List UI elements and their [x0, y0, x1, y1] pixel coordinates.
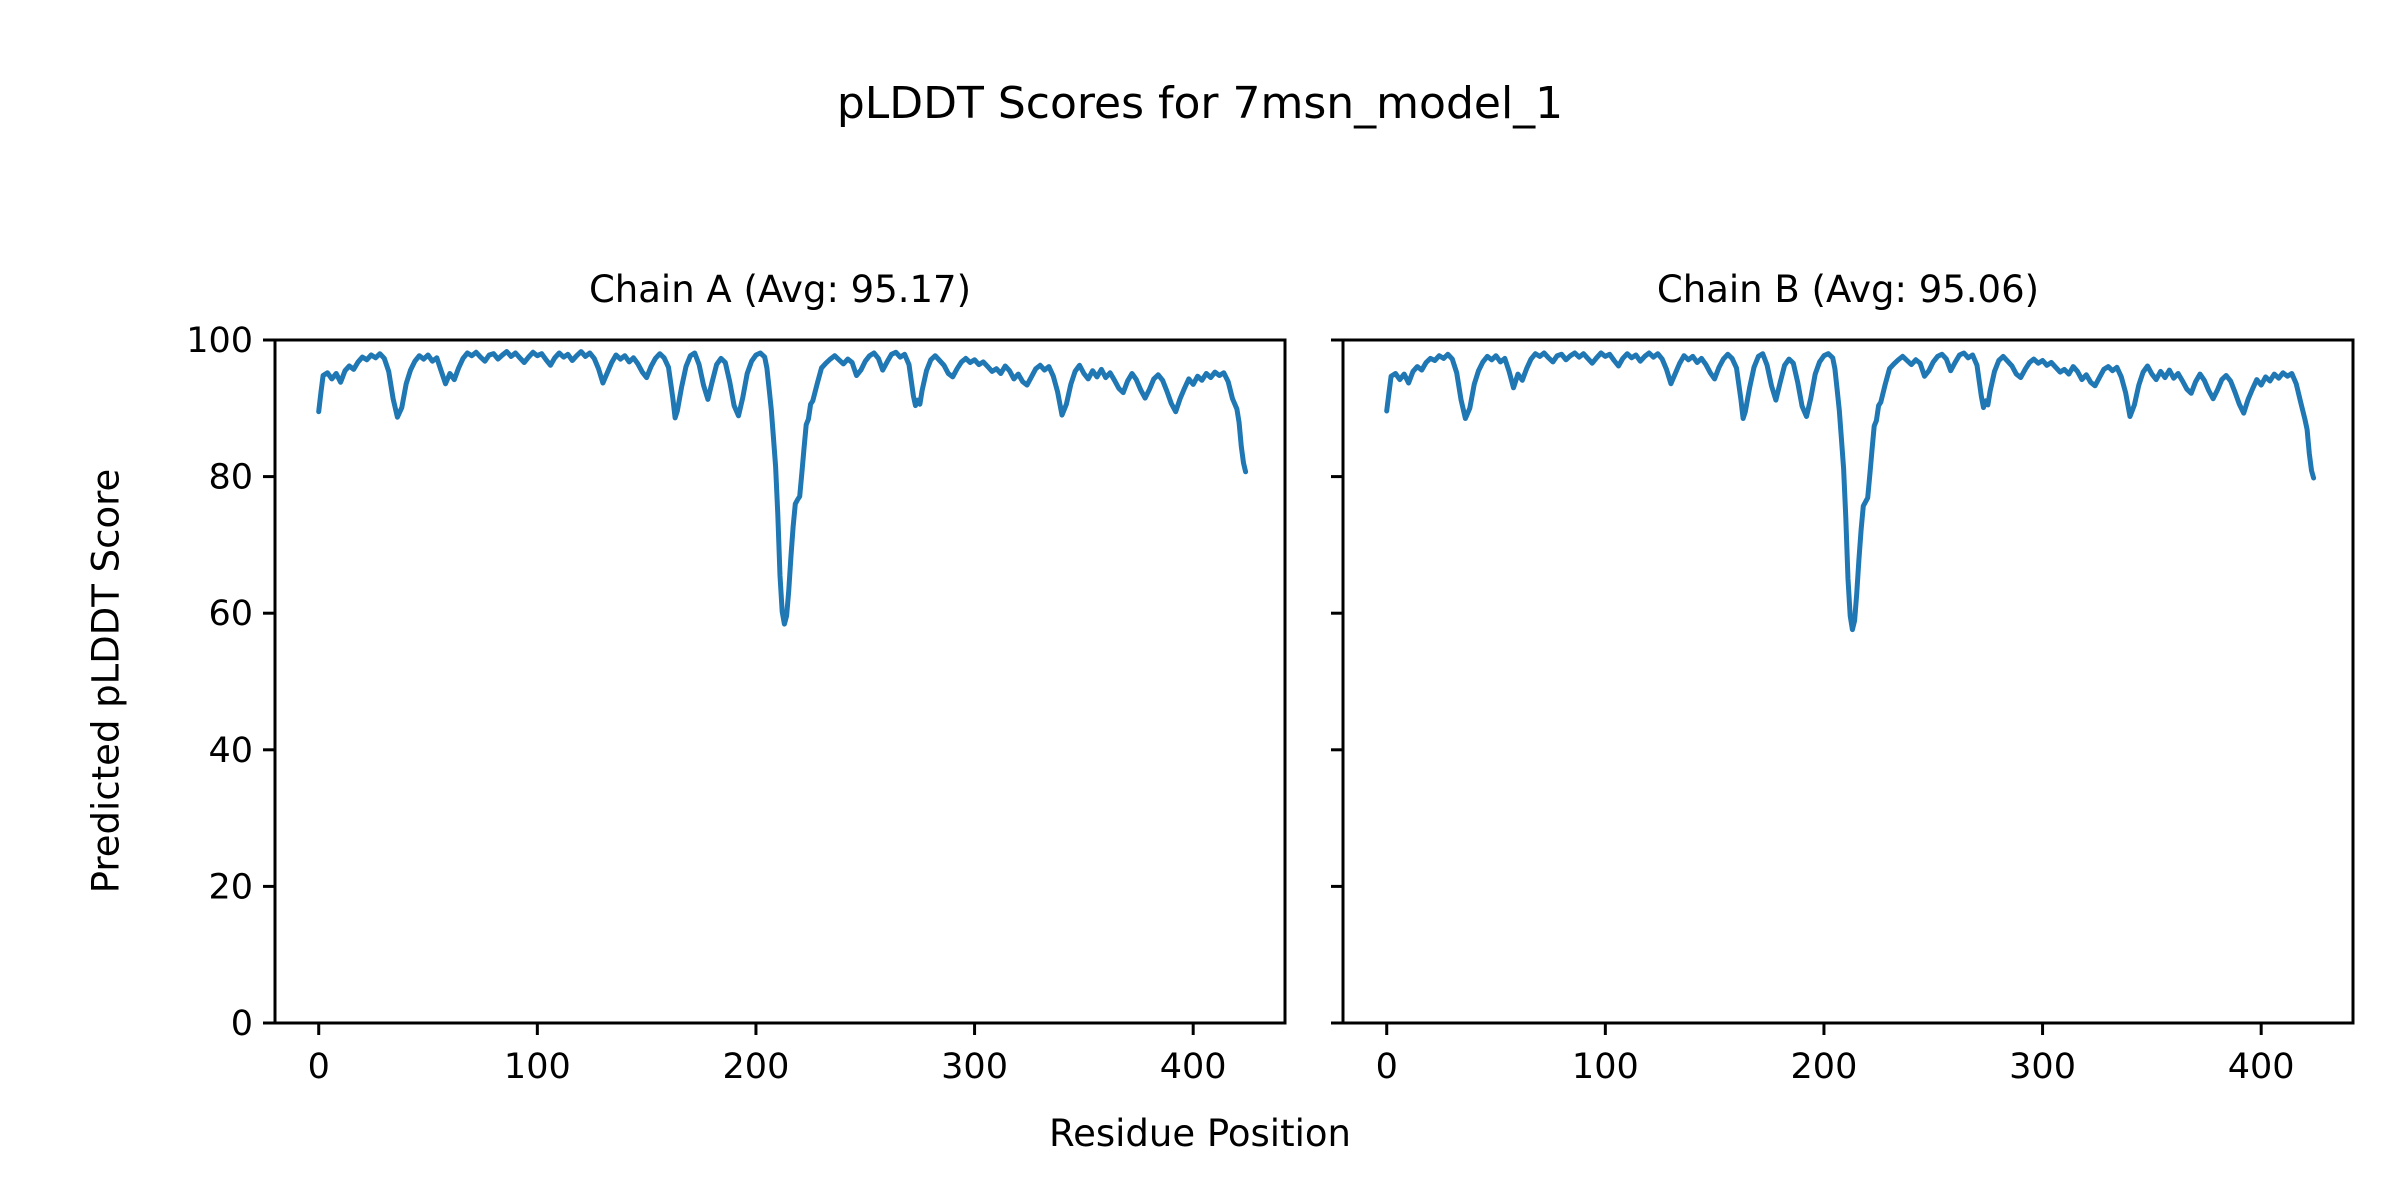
x-tick-label: 400 — [1160, 1047, 1227, 1087]
subplot-title-chain-b: Chain B (Avg: 95.06) — [1656, 268, 2040, 311]
x-tick-label: 200 — [723, 1047, 790, 1087]
y-tick-label: 60 — [208, 594, 253, 634]
subplot-title-chain-a: Chain A (Avg: 95.17) — [588, 268, 972, 311]
x-tick-label: 0 — [1376, 1047, 1398, 1087]
axes-spines — [273, 338, 1287, 1025]
y-axis-label: Predicted pLDDT Score — [84, 468, 128, 894]
plddt-series-chain-a — [316, 349, 1249, 627]
x-tick-label: 0 — [308, 1047, 330, 1087]
y-tick-label: 0 — [231, 1004, 253, 1044]
x-tick-label: 200 — [1791, 1047, 1858, 1087]
y-tick-label: 20 — [208, 867, 253, 907]
figure-title: pLDDT Scores for 7msn_model_1 — [836, 78, 1564, 129]
x-tick-label: 400 — [2228, 1047, 2295, 1087]
y-tick-label: 100 — [186, 321, 253, 361]
x-tick-label: 300 — [2009, 1047, 2076, 1087]
axes-spines — [1341, 338, 2355, 1025]
x-axis-label: Residue Position — [1049, 1112, 1351, 1155]
x-tick-label: 100 — [1572, 1047, 1639, 1087]
y-tick-label: 40 — [208, 731, 253, 771]
x-tick-label: 300 — [941, 1047, 1008, 1087]
plddt-series-chain-b — [1384, 350, 2317, 633]
y-tick-label: 80 — [208, 458, 253, 498]
x-tick-label: 100 — [504, 1047, 571, 1087]
